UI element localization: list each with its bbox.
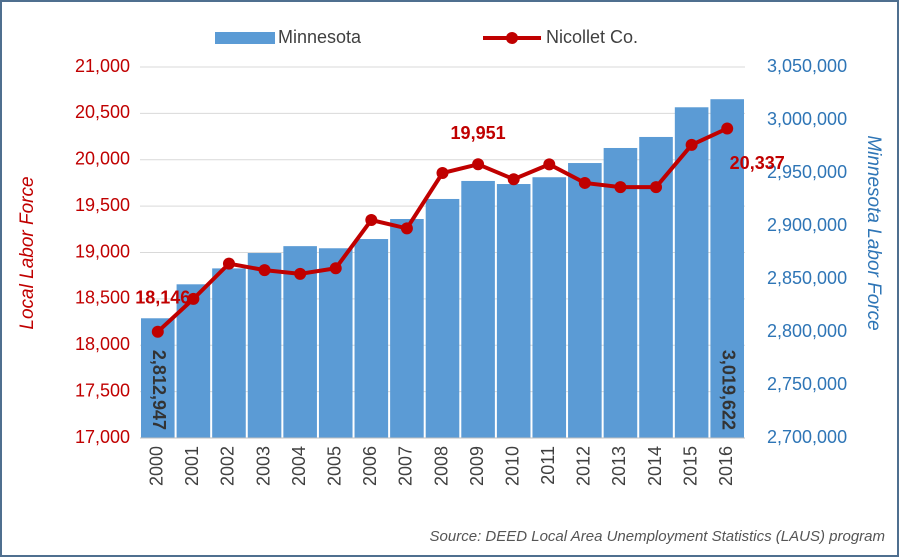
y2-tick-label: 3,050,000: [767, 56, 847, 76]
line-marker: [650, 181, 663, 194]
bar: [532, 177, 567, 439]
line-marker: [721, 122, 734, 135]
x-tick-label: 2012: [574, 446, 594, 486]
x-tick-label: 2001: [182, 446, 202, 486]
y2-tick-label: 2,750,000: [767, 374, 847, 394]
bar: [568, 163, 602, 438]
line-value-label: 18,146: [135, 287, 190, 307]
y-tick-label: 20,000: [75, 149, 130, 169]
bar: [496, 184, 531, 438]
legend-label: Minnesota: [278, 27, 362, 47]
y2-axis-title: Minnesota Labor Force: [863, 135, 884, 330]
legend-label: Nicollet Co.: [546, 27, 638, 47]
line-marker: [329, 262, 342, 275]
x-tick-label: 2016: [716, 446, 736, 486]
y2-tick-label: 2,850,000: [767, 268, 847, 288]
legend-marker: [506, 32, 518, 44]
y2-tick-label: 2,700,000: [767, 427, 847, 447]
line-marker: [294, 267, 307, 280]
line-value-label: 20,337: [730, 153, 785, 173]
bar: [603, 147, 638, 438]
y-tick-label: 18,500: [75, 288, 130, 308]
y-tick-label: 18,000: [75, 334, 130, 354]
bar: [390, 219, 424, 438]
line-marker: [578, 176, 591, 189]
bar: [354, 239, 389, 438]
line-marker: [436, 167, 449, 180]
y2-tick-label: 3,000,000: [767, 109, 847, 129]
x-tick-label: 2010: [502, 446, 522, 486]
bar: [247, 253, 282, 438]
line-marker: [222, 257, 235, 270]
y-tick-label: 19,500: [75, 195, 130, 215]
bar: [461, 180, 495, 438]
line-marker: [685, 138, 698, 151]
x-tick-label: 2013: [609, 446, 629, 486]
line-marker: [543, 158, 556, 171]
x-tick-label: 2003: [253, 446, 273, 486]
bar: [710, 99, 744, 438]
x-tick-label: 2005: [324, 446, 344, 486]
bar: [141, 318, 175, 438]
x-tick-label: 2000: [147, 446, 167, 486]
y-tick-label: 21,000: [75, 56, 130, 76]
x-tick-label: 2007: [396, 446, 416, 486]
bar: [425, 198, 460, 438]
line-marker: [614, 181, 627, 194]
y-tick-label: 17,500: [75, 380, 130, 400]
y-tick-label: 19,000: [75, 241, 130, 261]
line-marker: [507, 173, 520, 186]
line-marker: [258, 264, 271, 277]
x-tick-label: 2008: [431, 446, 451, 486]
bar: [212, 268, 246, 438]
source: Source: DEED Local Area Unemployment Sta…: [430, 528, 885, 545]
bar: [318, 248, 353, 438]
x-tick-label: 2009: [467, 446, 487, 486]
line-marker: [187, 292, 200, 305]
y2-tick-label: 2,800,000: [767, 321, 847, 341]
x-tick-label: 2011: [538, 446, 558, 485]
bar-value-label: 2,812,947: [149, 350, 169, 430]
y-tick-label: 17,000: [75, 427, 130, 447]
y2-tick-label: 2,900,000: [767, 215, 847, 235]
bar: [674, 107, 709, 438]
line-marker: [365, 214, 378, 227]
line-marker: [151, 325, 164, 338]
line-value-label: 19,951: [451, 123, 506, 143]
x-tick-label: 2002: [218, 446, 238, 486]
x-tick-label: 2014: [645, 446, 665, 486]
x-tick-label: 2006: [360, 446, 380, 486]
y-axis-title: Local Labor Force: [17, 176, 38, 329]
y-tick-label: 20,500: [75, 102, 130, 122]
line-marker: [400, 222, 413, 235]
line-marker: [472, 158, 485, 171]
legend-swatch: [215, 32, 275, 44]
y2-tick-label: 2,950,000: [767, 162, 847, 182]
x-tick-label: 2015: [680, 446, 700, 486]
bar-value-label: 3,019,622: [718, 350, 738, 430]
x-tick-label: 2004: [289, 446, 309, 486]
